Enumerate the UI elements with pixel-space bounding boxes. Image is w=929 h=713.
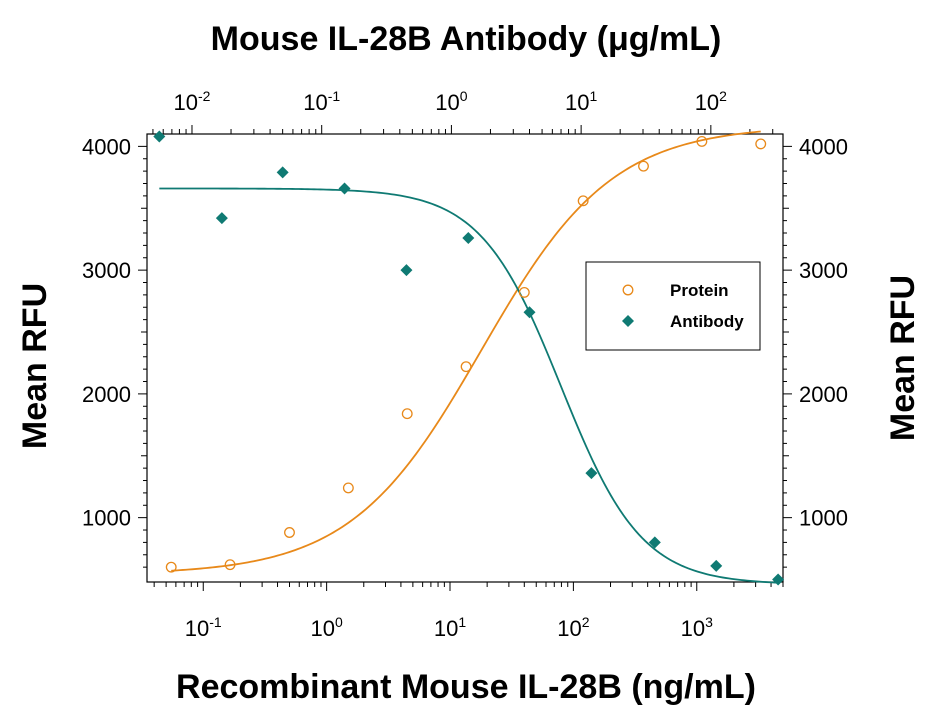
protein-point [518, 286, 530, 298]
protein-point [342, 482, 354, 494]
legend-antibody-label: Antibody [670, 312, 744, 331]
protein-point [755, 138, 767, 150]
top-tick-label: 10-1 [303, 88, 340, 115]
antibody-point [276, 166, 289, 179]
y-tick-label-right: 2000 [799, 382, 848, 407]
protein-point [638, 160, 649, 172]
protein-point [577, 195, 589, 207]
x-tick-label: 100 [310, 614, 342, 641]
protein-point [401, 408, 413, 420]
antibody-point [710, 559, 723, 572]
tick-layer: 10-1 100 101 102 103 10-2 10-1 100 101 102 1000 100… [82, 88, 848, 641]
protein-point [165, 561, 177, 573]
antibody-point [153, 130, 166, 143]
protein-point [284, 527, 295, 538]
y-tick-label-left: 2000 [82, 382, 131, 407]
top-tick-label: 100 [435, 88, 467, 115]
x-tick-label: 101 [434, 614, 466, 641]
top-axis-title: Mouse IL-28B Antibody (μg/mL) [211, 20, 722, 58]
antibody-point [400, 264, 413, 277]
data-points [153, 130, 785, 586]
protein-point [696, 135, 708, 147]
antibody-fit-curve [159, 187, 779, 584]
antibody-point [648, 536, 661, 549]
antibody-point [215, 212, 228, 225]
y-axis-title-left: Mean RFU [16, 283, 54, 449]
legend-protein-marker [622, 284, 634, 296]
legend-box [585, 261, 761, 351]
y-tick-label-right: 3000 [799, 258, 848, 283]
plot-frame [146, 133, 784, 583]
antibody-point [523, 306, 536, 319]
protein-point [224, 559, 236, 571]
top-tick-label: 101 [565, 88, 597, 115]
y-tick-label-right: 1000 [799, 506, 848, 531]
antibody-point [338, 182, 351, 195]
y-tick-label-left: 3000 [82, 258, 131, 283]
x-tick-label: 102 [557, 614, 589, 641]
y-axis-title-right: Mean RFU [884, 275, 922, 441]
fit-curves [159, 130, 779, 584]
antibody-point [462, 231, 475, 244]
legend-protein-label: Protein [670, 281, 729, 300]
x-axis-title: Recombinant Mouse IL-28B (ng/mL) [176, 668, 756, 706]
x-tick-label: 103 [681, 614, 713, 641]
y-tick-label-left: 4000 [82, 134, 131, 159]
antibody-point [772, 573, 785, 586]
top-tick-label: 10-2 [174, 88, 211, 115]
top-tick-label: 102 [695, 88, 727, 115]
y-tick-label-left: 1000 [82, 506, 131, 531]
protein-fit-curve [171, 130, 761, 572]
antibody-point [585, 467, 598, 480]
legend-antibody-marker [622, 315, 634, 327]
x-tick-label: 10-1 [185, 614, 222, 641]
protein-point [460, 361, 472, 373]
y-tick-label-right: 4000 [799, 134, 848, 159]
legend: Protein Antibody [585, 261, 761, 351]
